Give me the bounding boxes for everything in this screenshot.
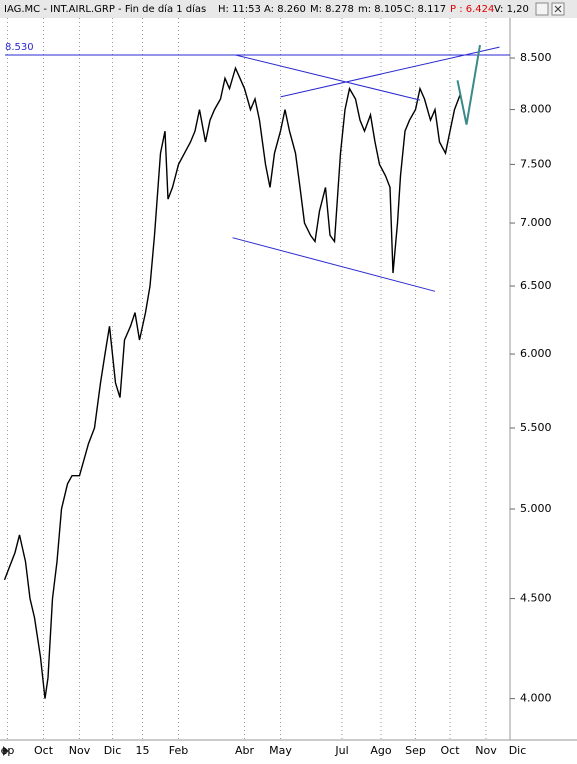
- x-tick-label: Ago: [370, 744, 392, 757]
- header-low: m: 8.105: [358, 4, 403, 15]
- x-tick-label: 15: [136, 744, 150, 757]
- header-time: H: 11:53: [218, 4, 261, 15]
- x-tick-label: Jul: [334, 744, 348, 757]
- scroll-arrow[interactable]: [3, 746, 9, 756]
- level-label: 8.530: [5, 42, 34, 53]
- y-tick-label: 4.500: [520, 592, 552, 605]
- y-tick-label: 7.000: [520, 216, 552, 229]
- trendline: [280, 46, 500, 98]
- y-tick-label: 4.000: [520, 692, 552, 705]
- trendline: [232, 237, 436, 292]
- y-tick-label: 8.500: [520, 51, 552, 64]
- header-symbol: IAG.MC - INT.AIRL.GRP - Fin de día 1 día…: [4, 3, 206, 15]
- close-icon: [554, 5, 562, 13]
- x-tick-label: ep: [1, 744, 15, 757]
- x-tick-label: Feb: [169, 744, 188, 757]
- y-tick-label: 8.000: [520, 103, 552, 116]
- projection-line: [456, 44, 481, 125]
- x-tick-label: Nov: [69, 744, 91, 757]
- y-tick-label: 6.500: [520, 279, 552, 292]
- y-tick-label: 5.000: [520, 502, 552, 515]
- x-tick-label: Oct: [34, 744, 54, 757]
- window-button[interactable]: [535, 2, 549, 16]
- price-line: [3, 66, 462, 699]
- trendline: [235, 54, 421, 101]
- header-high: M: 8.278: [310, 4, 354, 15]
- header-p: P : 6.424: [450, 4, 494, 15]
- x-tick-label: Oct: [440, 744, 460, 757]
- x-tick-label: Sep: [405, 744, 426, 757]
- y-tick-label: 7.500: [520, 157, 552, 170]
- x-tick-label: Dic: [104, 744, 122, 757]
- x-tick-label: Abr: [235, 744, 255, 757]
- x-tick-label: Nov: [475, 744, 497, 757]
- x-tick-label: May: [269, 744, 292, 757]
- y-tick-label: 5.500: [520, 421, 552, 434]
- header-volume: V: 1,20: [494, 4, 529, 15]
- x-tick-label: Dic: [509, 744, 527, 757]
- header-close: C: 8.117: [404, 4, 446, 15]
- y-tick-label: 6.000: [520, 347, 552, 360]
- header-bar: [0, 0, 577, 18]
- header-open: A: 8.260: [264, 4, 306, 15]
